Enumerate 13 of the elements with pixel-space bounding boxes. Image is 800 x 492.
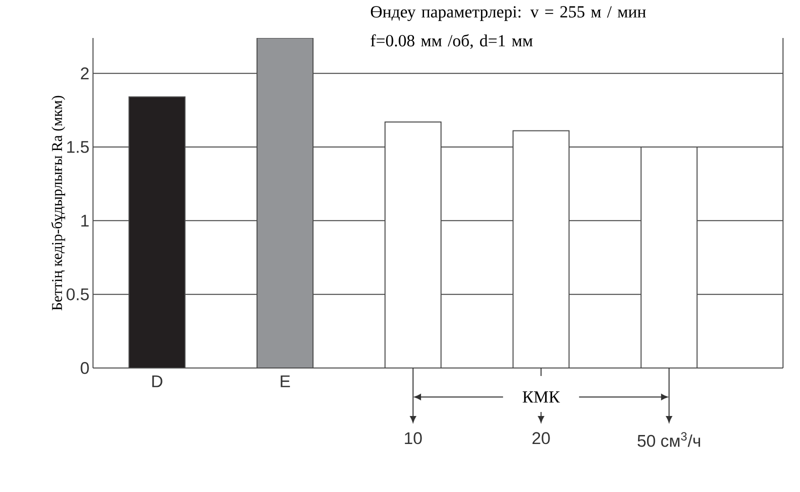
y-tick-label: 0 — [80, 362, 89, 374]
x-tick-label: 20 — [532, 432, 550, 444]
x-tick-label: 50 см$^{3}$/ч — [638, 432, 700, 447]
y-tick-label: 2 — [80, 67, 89, 80]
y-tick-label: 1 — [81, 214, 89, 226]
text: КМК — [522, 391, 560, 403]
x-tick-label: 10 — [404, 432, 422, 444]
y-axis-title: Беттің кедір-бұдырлығы Ra (мкм) — [51, 96, 66, 310]
x-tick-label: D — [152, 376, 162, 388]
y-tick-label: 1.5 — [67, 141, 89, 153]
x-tick-label: E — [280, 376, 290, 388]
y-tick-label: 0.5 — [66, 288, 89, 300]
annotation: Өндеу параметрлері: v = 255 м / мин f=0.08 мм /об, d=1 мм — [370, 6, 646, 49]
